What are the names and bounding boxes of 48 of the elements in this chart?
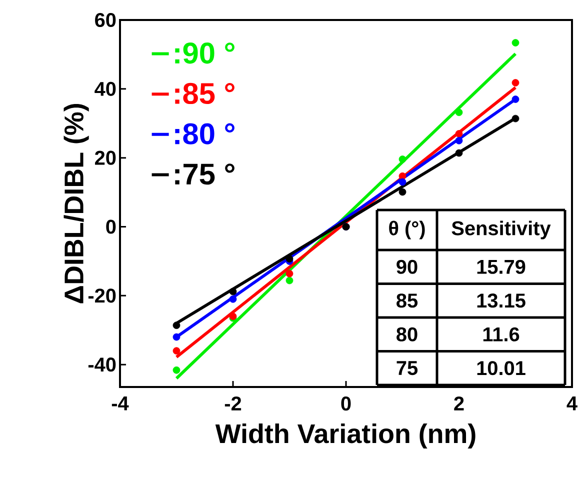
point: [398, 178, 406, 186]
point: [512, 114, 520, 122]
y-tick-label: -40: [88, 358, 116, 372]
point: [398, 156, 406, 163]
point: [229, 295, 237, 303]
y-tick-label: 20: [95, 150, 116, 165]
legend-label: :85 °: [175, 82, 234, 104]
annotation: 85: [396, 294, 418, 308]
annotation: Sensitivity: [452, 220, 551, 240]
y-tick-label: 0: [106, 220, 116, 234]
x-tick-label: -2: [224, 396, 242, 410]
x-tick-label: 0: [341, 396, 351, 411]
point: [172, 322, 180, 330]
annotation: 75: [396, 361, 418, 376]
point: [455, 108, 463, 116]
annotation: 13.15: [477, 294, 526, 308]
point: [455, 130, 463, 138]
annotation: 11.6: [483, 327, 520, 342]
point: [172, 347, 180, 355]
annotation: 80: [396, 327, 418, 342]
y-tick-label: 60: [95, 12, 116, 28]
y-tick-label: 40: [94, 82, 116, 96]
point: [398, 188, 406, 196]
annotation: 10.01: [477, 361, 526, 376]
y-axis-title: ΔDIBL/DIBL (%): [64, 104, 89, 304]
x-tick-label: -4: [112, 396, 129, 410]
point: [455, 136, 463, 144]
legend-label: :80 °: [175, 123, 234, 144]
point: [512, 96, 520, 103]
point: [398, 172, 406, 180]
annotation: 90: [396, 260, 418, 274]
x-axis-title: Width Variation (nm): [215, 423, 476, 449]
point: [286, 276, 294, 284]
legend-label: :75 °: [175, 164, 234, 185]
point: [512, 39, 520, 46]
point: [229, 288, 237, 296]
y-tick-label: -20: [88, 288, 116, 303]
legend-label: :90 °: [175, 42, 234, 64]
point: [286, 255, 294, 262]
point: [172, 333, 180, 341]
point: [286, 270, 294, 278]
annotation: 15.79: [477, 260, 526, 274]
point: [512, 79, 520, 86]
x-tick-label: 2: [454, 396, 464, 410]
annotation: θ (°): [389, 220, 425, 240]
point: [455, 149, 463, 157]
x-tick-label: 4: [566, 396, 578, 410]
point: [172, 366, 180, 374]
